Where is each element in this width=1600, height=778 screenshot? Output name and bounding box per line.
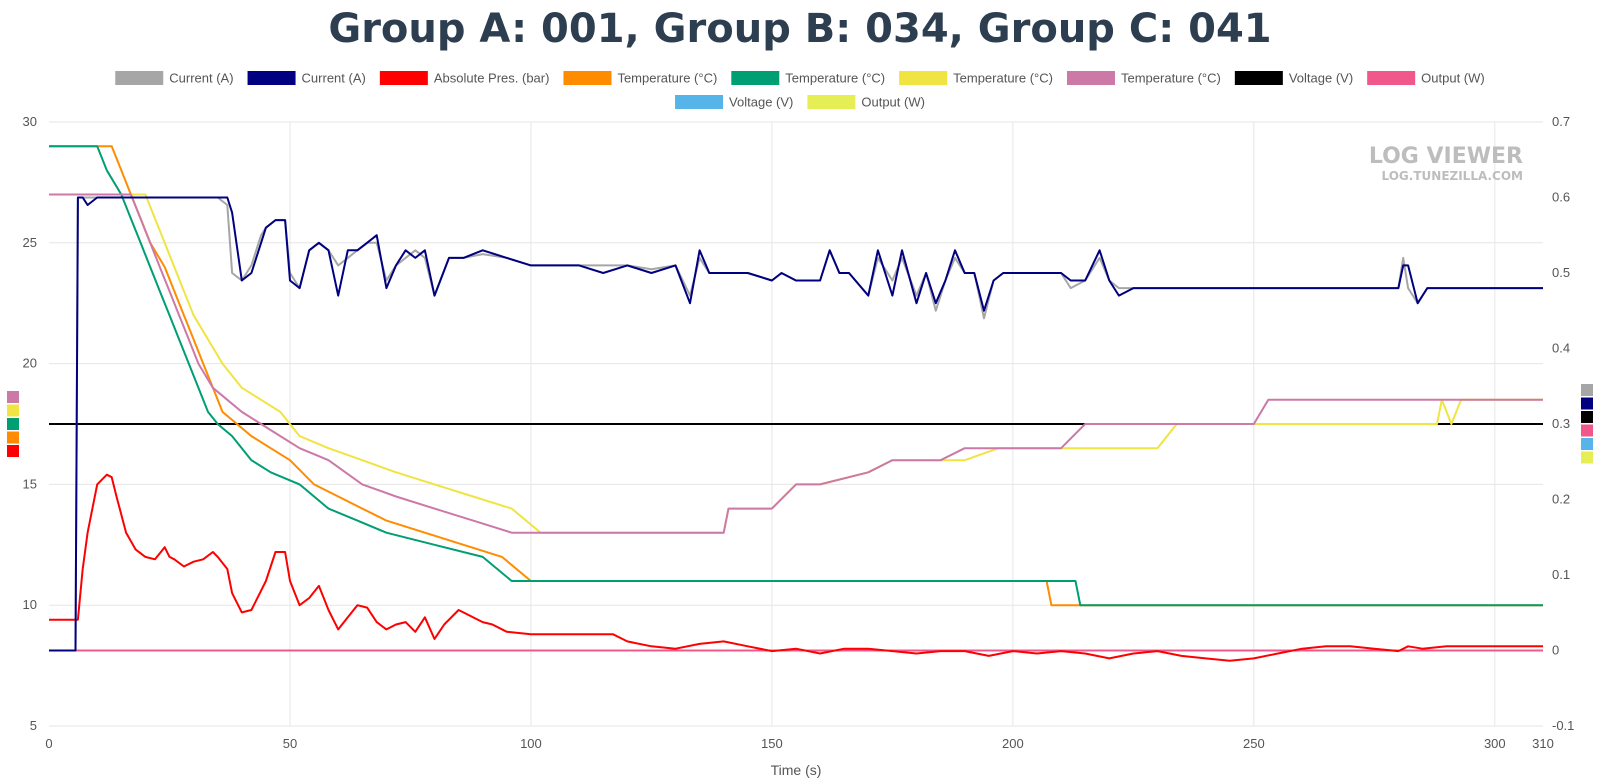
x-tick-label: 50 xyxy=(283,736,297,751)
legend-label: Output (W) xyxy=(1421,71,1485,86)
y-left-tick-label: 5 xyxy=(30,718,37,733)
x-tick-label: 100 xyxy=(520,736,542,751)
legend-label: Current (A) xyxy=(302,71,366,86)
legend-item[interactable]: Voltage (V) xyxy=(1234,71,1353,86)
right-axis-markers xyxy=(1581,384,1593,464)
legend-item[interactable]: Temperature (°C) xyxy=(899,71,1053,86)
axis-marker xyxy=(7,431,19,444)
legend-swatch xyxy=(807,95,856,109)
series-line xyxy=(49,473,1543,662)
axis-marker xyxy=(7,418,19,430)
axis-marker xyxy=(1581,397,1593,410)
legend-label: Temperature (°C) xyxy=(785,71,885,86)
x-axis: 0 50 100 150 200 250 300 310 xyxy=(45,736,1553,751)
legend-swatch xyxy=(731,71,780,85)
y-right-tick-label: 0.6 xyxy=(1552,190,1570,205)
x-axis-title: Time (s) xyxy=(771,762,822,778)
legend-swatch xyxy=(675,95,724,109)
legend-label: Absolute Pres. (bar) xyxy=(434,71,550,86)
axis-marker xyxy=(1581,384,1593,396)
chart-title: Group A: 001, Group B: 034, Group C: 041 xyxy=(328,6,1271,52)
y-right-tick-label: 0.2 xyxy=(1552,492,1570,507)
legend: Current (A) Current (A) Absolute Pres. (ba… xyxy=(115,71,1485,110)
y-right-tick-label: -0.1 xyxy=(1552,718,1574,733)
axis-marker xyxy=(1581,411,1593,423)
x-tick-label: 200 xyxy=(1002,736,1024,751)
legend-label: Temperature (°C) xyxy=(617,71,717,86)
x-tick-label: 0 xyxy=(45,736,52,751)
series-line xyxy=(49,193,1543,534)
legend-item[interactable]: Voltage (V) xyxy=(675,95,793,110)
axis-marker xyxy=(7,391,19,403)
series-line xyxy=(49,145,1543,607)
y-left-tick-label: 30 xyxy=(23,114,37,129)
x-tick-label: 150 xyxy=(761,736,783,751)
y-right-tick-label: 0 xyxy=(1552,643,1559,658)
watermark: LOG VIEWER LOG.TUNEZILLA.COM xyxy=(1369,144,1523,183)
y-right-tick-label: 0.1 xyxy=(1552,567,1570,582)
legend-swatch xyxy=(247,71,296,85)
legend-label: Current (A) xyxy=(169,71,233,86)
x-tick-label: 300 xyxy=(1484,736,1506,751)
y-left-tick-label: 15 xyxy=(23,476,37,491)
y-axis-left: 5 10 15 20 25 30 xyxy=(23,114,37,733)
axis-marker xyxy=(7,404,19,417)
legend-label: Voltage (V) xyxy=(1289,71,1353,86)
y-right-tick-label: 0.5 xyxy=(1552,265,1570,280)
y-left-tick-label: 10 xyxy=(23,597,37,612)
legend-swatch xyxy=(563,71,612,85)
axis-marker xyxy=(1581,438,1593,450)
legend-item[interactable]: Temperature (°C) xyxy=(563,71,717,86)
y-right-tick-label: 0.4 xyxy=(1552,341,1570,356)
legend-item[interactable]: Temperature (°C) xyxy=(1066,71,1221,86)
legend-item[interactable]: Output (W) xyxy=(807,95,925,110)
axis-marker xyxy=(7,445,19,457)
legend-swatch xyxy=(115,71,164,85)
x-tick-label: 250 xyxy=(1243,736,1265,751)
legend-label: Temperature (°C) xyxy=(1121,71,1221,86)
legend-item[interactable]: Temperature (°C) xyxy=(731,71,885,86)
y-left-tick-label: 25 xyxy=(23,235,37,250)
legend-swatch xyxy=(1234,71,1283,85)
legend-label: Voltage (V) xyxy=(729,95,793,110)
x-tick-label: 310 xyxy=(1532,736,1554,751)
legend-item[interactable]: Output (W) xyxy=(1367,71,1485,86)
y-left-tick-label: 20 xyxy=(23,356,37,371)
series-line xyxy=(49,145,1543,607)
legend-label: Output (W) xyxy=(861,95,925,110)
y-axis-right: -0.1 0 0.1 0.2 0.3 0.4 0.5 0.6 0.7 xyxy=(1552,114,1574,733)
legend-swatch xyxy=(1066,71,1115,85)
legend-swatch xyxy=(1367,71,1416,85)
watermark-line2: LOG.TUNEZILLA.COM xyxy=(1382,169,1523,183)
y-right-tick-label: 0.7 xyxy=(1552,114,1570,129)
left-axis-markers xyxy=(7,391,19,457)
y-right-tick-label: 0.3 xyxy=(1552,416,1570,431)
legend-item[interactable]: Current (A) xyxy=(247,71,366,86)
axis-marker xyxy=(1581,451,1593,464)
legend-swatch xyxy=(899,71,948,85)
watermark-line1: LOG VIEWER xyxy=(1369,144,1523,169)
legend-item[interactable]: Absolute Pres. (bar) xyxy=(379,71,550,86)
legend-swatch xyxy=(379,71,428,85)
legend-item[interactable]: Current (A) xyxy=(115,71,234,86)
series-layer xyxy=(49,145,1543,662)
axis-marker xyxy=(1581,424,1593,437)
legend-label: Temperature (°C) xyxy=(953,71,1053,86)
series-line xyxy=(49,196,1543,652)
